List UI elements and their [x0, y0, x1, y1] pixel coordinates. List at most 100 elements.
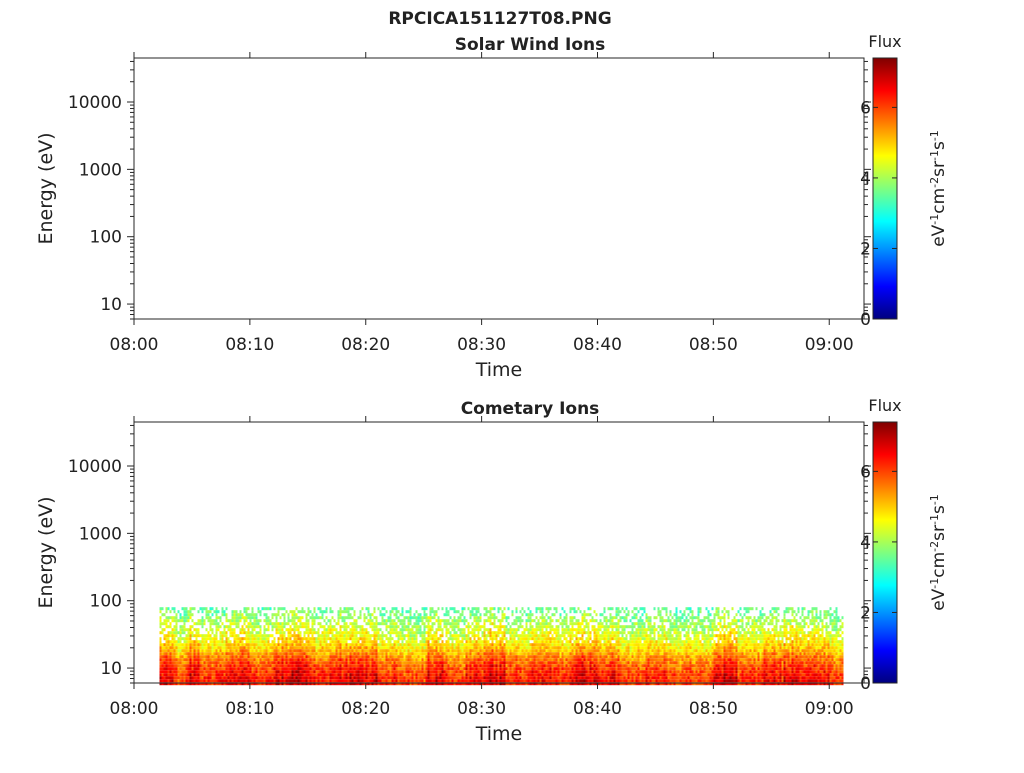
heatmap-cell	[330, 679, 332, 682]
heatmap-cell	[328, 646, 330, 649]
heatmap-cell	[468, 607, 470, 610]
heatmap-cell	[266, 622, 268, 625]
heatmap-cell	[278, 673, 280, 676]
heatmap-cell	[380, 646, 382, 649]
heatmap-cell	[566, 646, 568, 649]
heatmap-cell	[478, 652, 480, 655]
heatmap-cell	[488, 676, 490, 679]
heatmap-cell	[302, 676, 304, 679]
heatmap-cell	[228, 679, 230, 682]
heatmap-cell	[522, 676, 524, 679]
heatmap-cell	[584, 655, 586, 658]
heatmap-cell	[290, 643, 292, 646]
heatmap-cell	[526, 664, 528, 667]
heatmap-cell	[514, 637, 516, 640]
heatmap-cell	[262, 637, 264, 640]
heatmap-cell	[180, 646, 182, 649]
heatmap-cell	[262, 652, 264, 655]
heatmap-cell	[344, 652, 346, 655]
heatmap-cell	[372, 667, 374, 670]
heatmap-cell	[204, 634, 206, 637]
heatmap-cell	[548, 634, 550, 637]
heatmap-cell	[468, 661, 470, 664]
heatmap-cell	[390, 646, 392, 649]
heatmap-cell	[416, 619, 418, 622]
heatmap-cell	[214, 637, 216, 640]
heatmap-cell	[280, 634, 282, 637]
heatmap-cell	[286, 676, 288, 679]
heatmap-cell	[244, 667, 246, 670]
heatmap-cell	[594, 670, 596, 673]
heatmap-cell	[460, 619, 462, 622]
heatmap-cell	[198, 676, 200, 679]
heatmap-cell	[206, 664, 208, 667]
heatmap-cell	[282, 679, 284, 682]
heatmap-cell	[284, 616, 286, 619]
heatmap-cell	[586, 670, 588, 673]
heatmap-cell	[266, 667, 268, 670]
heatmap-cell	[240, 649, 242, 652]
heatmap-cell	[314, 610, 316, 613]
heatmap-cell	[456, 673, 458, 676]
heatmap-cell	[602, 625, 604, 628]
heatmap-cell	[348, 610, 350, 613]
heatmap-cell	[530, 676, 532, 679]
heatmap-cell	[184, 607, 186, 610]
heatmap-cell	[216, 631, 218, 634]
heatmap-cell	[358, 625, 360, 628]
heatmap-cell	[386, 646, 388, 649]
heatmap-cell	[244, 658, 246, 661]
heatmap-cell	[298, 676, 300, 679]
heatmap-cell	[550, 670, 552, 673]
heatmap-cell	[176, 616, 178, 619]
heatmap-cell	[292, 613, 294, 616]
heatmap-cell	[398, 655, 400, 658]
heatmap-cell	[266, 652, 268, 655]
heatmap-cell	[320, 634, 322, 637]
heatmap-cell	[322, 673, 324, 676]
heatmap-cell	[466, 667, 468, 670]
heatmap-cell	[238, 637, 240, 640]
heatmap-cell	[214, 664, 216, 667]
heatmap-cell	[262, 643, 264, 646]
heatmap-cell	[172, 673, 174, 676]
y-tick-label: 10000	[68, 93, 122, 113]
heatmap-cell	[424, 634, 426, 637]
heatmap-cell	[374, 643, 376, 646]
heatmap-cell	[304, 664, 306, 667]
heatmap-cell	[486, 664, 488, 667]
heatmap-cell	[348, 664, 350, 667]
heatmap-cell	[462, 637, 464, 640]
heatmap-cell	[588, 673, 590, 676]
heatmap-cell	[560, 634, 562, 637]
heatmap-cell	[556, 676, 558, 679]
heatmap-cell	[600, 652, 602, 655]
heatmap-cell	[512, 661, 514, 664]
heatmap-cell	[456, 655, 458, 658]
heatmap-cell	[532, 658, 534, 661]
heatmap-cell	[554, 658, 556, 661]
heatmap-cell	[336, 628, 338, 631]
heatmap-cell	[406, 610, 408, 613]
heatmap-cell	[580, 649, 582, 652]
heatmap-cell	[226, 679, 228, 682]
heatmap-cell	[542, 652, 544, 655]
heatmap-cell	[398, 625, 400, 628]
heatmap-cell	[242, 649, 244, 652]
heatmap-cell	[342, 655, 344, 658]
heatmap-cell	[458, 634, 460, 637]
heatmap-cell	[402, 622, 404, 625]
heatmap-cell	[594, 646, 596, 649]
heatmap-cell	[220, 658, 222, 661]
heatmap-cell	[220, 637, 222, 640]
heatmap-cell	[350, 646, 352, 649]
heatmap-cell	[256, 616, 258, 619]
heatmap-cell	[202, 667, 204, 670]
heatmap-cell	[528, 664, 530, 667]
heatmap-cell	[462, 643, 464, 646]
heatmap-cell	[422, 658, 424, 661]
heatmap-cell	[328, 655, 330, 658]
heatmap-cell	[534, 628, 536, 631]
heatmap-cell	[250, 631, 252, 634]
heatmap-cell	[428, 676, 430, 679]
